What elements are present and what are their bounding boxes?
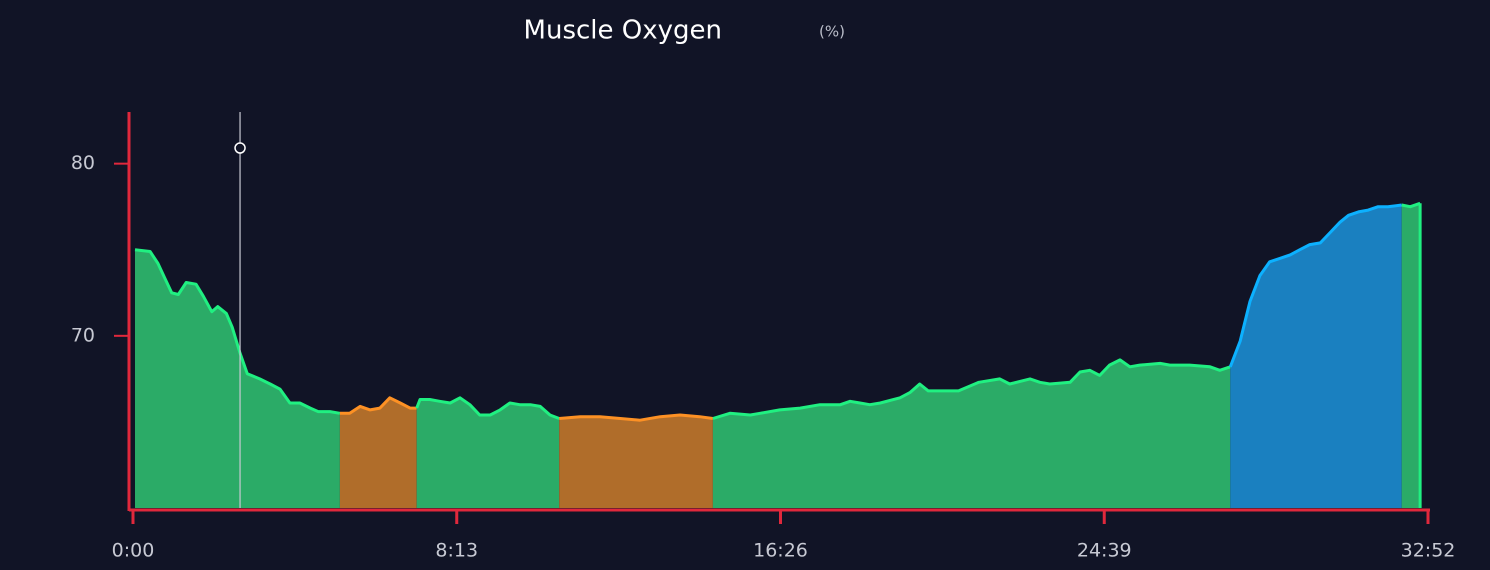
area [559, 415, 713, 508]
area [712, 359, 1231, 508]
x-tick-label: 24:39 [1077, 540, 1132, 562]
line [559, 413, 714, 422]
area [1401, 203, 1421, 509]
line [712, 358, 1231, 420]
x-tick-label: 0:00 [112, 540, 155, 562]
line [415, 396, 560, 420]
area [416, 397, 560, 508]
y-tick-label: 70 [71, 324, 95, 346]
area [339, 397, 417, 508]
chart-title: Muscle Oxygen [524, 16, 722, 46]
x-tick-label: 32:52 [1401, 540, 1456, 562]
area [1230, 205, 1402, 508]
line [134, 248, 341, 415]
x-tick-label: 16:26 [753, 540, 808, 562]
line [1401, 201, 1421, 209]
cursor-dot [234, 142, 246, 154]
y-tick-label: 80 [71, 152, 95, 174]
line [339, 396, 417, 415]
chart-unit: (%) [819, 23, 845, 41]
x-tick-label: 8:13 [435, 540, 478, 562]
area [135, 249, 340, 508]
line [1228, 203, 1402, 368]
